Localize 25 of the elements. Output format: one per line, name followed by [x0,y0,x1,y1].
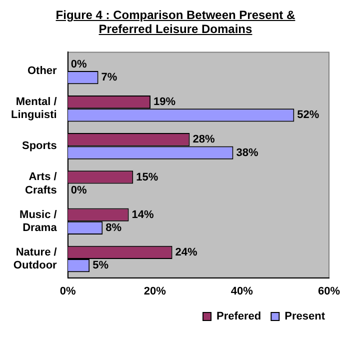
y-tick-label: Music / Drama [20,208,58,234]
chart-title: Figure 4 : Comparison Between Present & Preferred Leisure Domains [54,8,296,36]
legend-label: Prefered [216,310,262,323]
x-tick-label: 20% [144,285,166,298]
data-label: 24% [175,246,198,258]
data-label: 8% [106,222,122,234]
y-tick-label: Sports [22,140,57,152]
data-label: 19% [154,96,176,108]
data-label: 0% [70,58,87,70]
data-label: 5% [92,260,109,272]
legend-label: Present [284,310,326,323]
y-tick-label: Other [27,65,58,78]
y-tick-label: Arts / Crafts [25,171,57,196]
data-label: 38% [236,146,258,159]
data-label: 14% [132,208,154,221]
data-label: 52% [297,109,320,122]
x-tick-label: 0% [60,285,76,298]
x-tick-label: 60% [318,285,340,298]
data-label: 0% [70,184,87,196]
y-tick-label: Nature / Outdoor [13,246,58,272]
y-tick-label: Mental / Linguisti [11,96,57,122]
data-label: 7% [101,72,118,84]
x-tick-label: 40% [230,285,254,298]
data-label: 15% [136,171,158,184]
data-label: 28% [192,134,215,146]
